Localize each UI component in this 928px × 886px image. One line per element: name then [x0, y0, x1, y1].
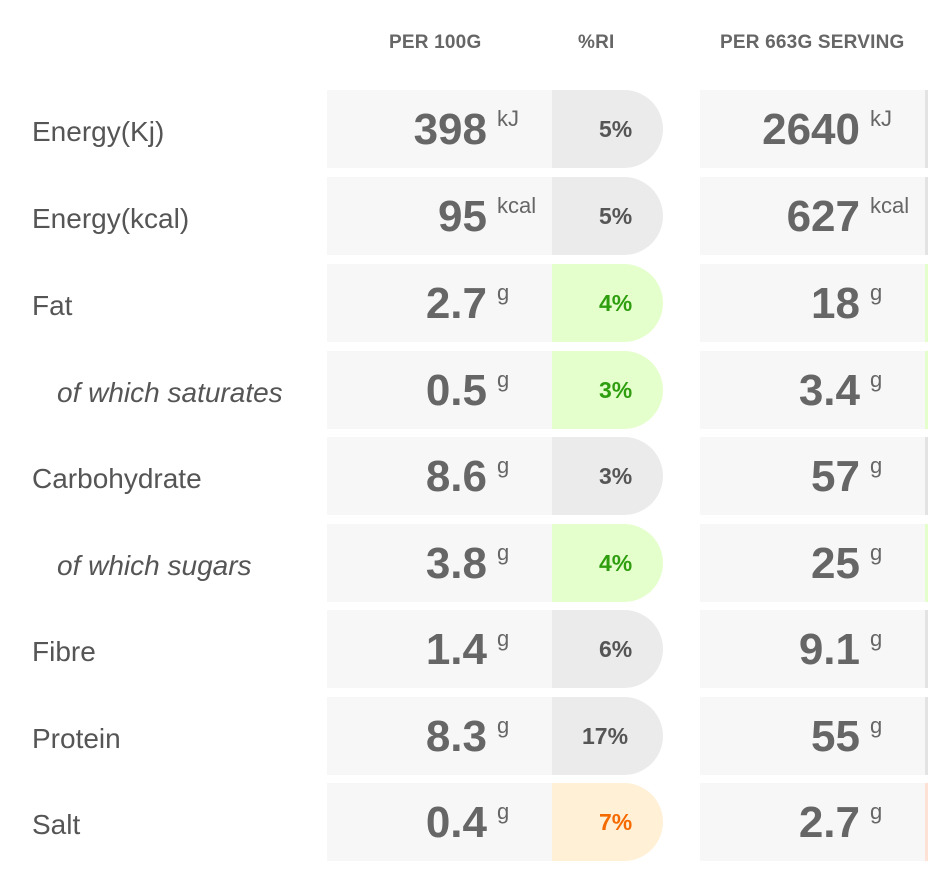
per-100g-cell: 398 kJ	[327, 90, 552, 168]
per-serving-unit: g	[870, 453, 883, 478]
per-serving-unit: kJ	[870, 106, 892, 131]
ri-badge: 3%	[552, 351, 663, 429]
serving-edge-indicator	[925, 437, 928, 515]
nutrient-label: Fat	[32, 290, 73, 321]
nutrient-row: Protein 8.3 g 17% 55 g	[0, 697, 928, 777]
per-serving-unit: kcal	[870, 193, 910, 218]
nutrient-row: Carbohydrate 8.6 g 3% 57 g	[0, 437, 928, 517]
nutrient-label: of which saturates	[57, 377, 283, 408]
per-serving-cell: 25 g	[700, 524, 925, 602]
ri-badge: 6%	[552, 610, 663, 688]
serving-edge-indicator	[925, 697, 928, 775]
per-100g-unit: g	[497, 280, 510, 305]
header-per-100g: PER 100G	[389, 32, 482, 53]
per-serving-cell: 18 g	[700, 264, 925, 342]
ri-badge: 17%	[552, 697, 663, 775]
nutrient-label: of which sugars	[57, 550, 252, 581]
nutrient-row: Fat 2.7 g 4% 18 g	[0, 264, 928, 344]
per-100g-value: 1.4	[425, 625, 487, 674]
nutrient-label: Energy(Kj)	[32, 116, 165, 147]
per-100g-unit: kJ	[497, 106, 519, 131]
per-serving-unit: g	[870, 626, 883, 651]
per-serving-cell: 9.1 g	[700, 610, 925, 688]
per-serving-value: 2640	[762, 105, 860, 154]
per-serving-cell: 2.7 g	[700, 783, 925, 861]
per-100g-value: 8.3	[425, 712, 487, 761]
per-100g-value: 0.5	[425, 366, 487, 415]
ri-badge: 5%	[552, 177, 663, 255]
per-serving-value: 25	[811, 539, 860, 588]
per-100g-value: 95	[438, 192, 487, 241]
per-serving-value: 18	[811, 279, 860, 328]
per-serving-unit: g	[870, 280, 883, 305]
per-100g-cell: 95 kcal	[327, 177, 552, 255]
per-serving-unit: g	[870, 367, 883, 392]
ri-badge: 3%	[552, 437, 663, 515]
per-serving-value: 3.4	[798, 366, 860, 415]
per-100g-cell: 8.6 g	[327, 437, 552, 515]
per-serving-unit: g	[870, 540, 883, 565]
nutrient-label: Fibre	[32, 636, 96, 667]
per-100g-unit: g	[497, 367, 510, 392]
per-serving-value: 57	[811, 452, 860, 501]
per-serving-cell: 3.4 g	[700, 351, 925, 429]
per-100g-value: 0.4	[425, 798, 487, 847]
serving-edge-indicator	[925, 351, 928, 429]
per-100g-value: 2.7	[425, 279, 487, 328]
serving-edge-indicator	[925, 177, 928, 255]
serving-edge-indicator	[925, 264, 928, 342]
nutrient-label: Energy(kcal)	[32, 203, 190, 234]
ri-badge: 4%	[552, 264, 663, 342]
per-100g-cell: 2.7 g	[327, 264, 552, 342]
nutrient-row: Energy(kcal) 95 kcal 5% 627 kcal	[0, 177, 928, 257]
serving-edge-indicator	[925, 783, 928, 861]
nutrient-label: Protein	[32, 723, 121, 754]
per-100g-cell: 8.3 g	[327, 697, 552, 775]
nutrient-row: Salt 0.4 g 7% 2.7 g	[0, 783, 928, 863]
nutrient-row: of which sugars 3.8 g 4% 25 g	[0, 524, 928, 604]
per-serving-cell: 2640 kJ	[700, 90, 925, 168]
per-100g-value: 398	[413, 105, 487, 154]
ri-badge: 4%	[552, 524, 663, 602]
per-100g-cell: 1.4 g	[327, 610, 552, 688]
per-100g-unit: g	[497, 540, 510, 565]
header-ri: %RI	[578, 32, 615, 53]
per-serving-value: 55	[811, 712, 860, 761]
per-serving-unit: g	[870, 713, 883, 738]
serving-edge-indicator	[925, 610, 928, 688]
serving-edge-indicator	[925, 524, 928, 602]
header-per-serving: PER 663G SERVING	[720, 32, 905, 53]
ri-badge: 5%	[552, 90, 663, 168]
nutrient-label: Salt	[32, 809, 81, 840]
per-serving-cell: 57 g	[700, 437, 925, 515]
per-100g-value: 8.6	[425, 452, 487, 501]
per-100g-cell: 0.4 g	[327, 783, 552, 861]
nutrient-label: Carbohydrate	[32, 463, 202, 494]
per-serving-cell: 55 g	[700, 697, 925, 775]
per-100g-cell: 0.5 g	[327, 351, 552, 429]
per-100g-cell: 3.8 g	[327, 524, 552, 602]
per-100g-unit: g	[497, 799, 510, 824]
per-100g-unit: g	[497, 453, 510, 478]
per-100g-unit: kcal	[497, 193, 537, 218]
nutrient-row: of which saturates 0.5 g 3% 3.4 g	[0, 351, 928, 431]
serving-edge-indicator	[925, 90, 928, 168]
nutrient-row: Fibre 1.4 g 6% 9.1 g	[0, 610, 928, 690]
ri-badge: 7%	[552, 783, 663, 861]
per-serving-value: 2.7	[798, 798, 860, 847]
per-serving-unit: g	[870, 799, 883, 824]
per-100g-unit: g	[497, 713, 510, 738]
per-100g-value: 3.8	[425, 539, 487, 588]
nutrient-row: Energy(Kj) 398 kJ 5% 2640 kJ	[0, 90, 928, 170]
per-100g-unit: g	[497, 626, 510, 651]
per-serving-value: 627	[786, 192, 860, 241]
per-serving-cell: 627 kcal	[700, 177, 925, 255]
per-serving-value: 9.1	[798, 625, 860, 674]
